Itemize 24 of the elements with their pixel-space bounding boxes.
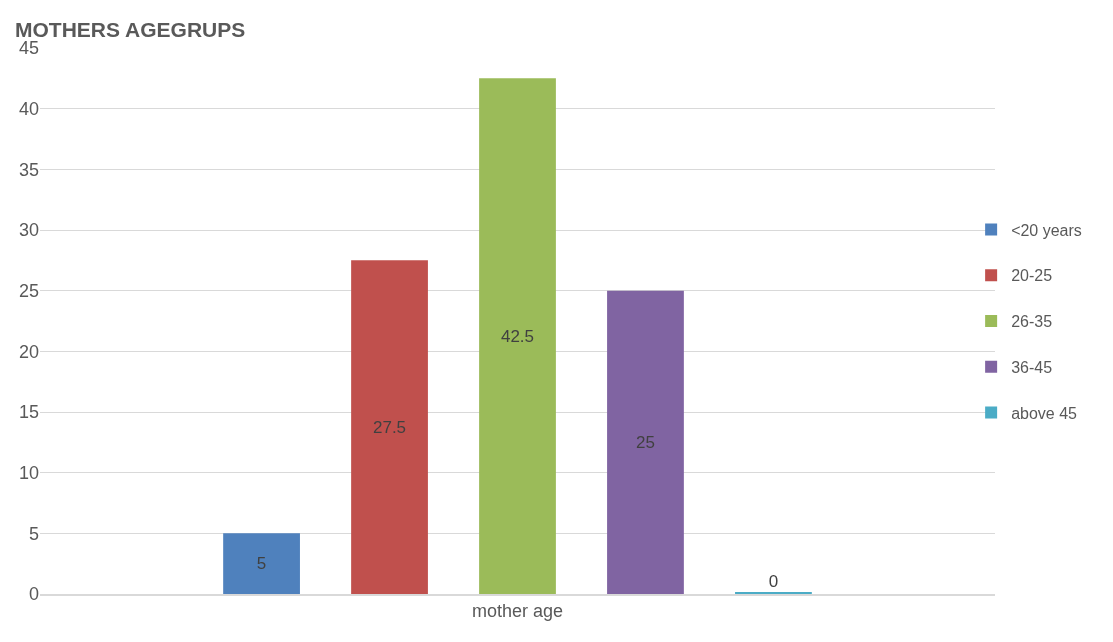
data-label: 42.5: [500, 326, 535, 346]
y-tick-label: 40: [18, 98, 39, 119]
y-tick-label: 0: [28, 584, 39, 605]
bar: [607, 290, 684, 594]
y-tick-label: 35: [18, 159, 39, 180]
y-tick-label: 20: [18, 341, 39, 362]
y-tick-label: 15: [18, 402, 39, 423]
y-tick-label: 25: [18, 280, 39, 301]
data-label: 25: [636, 432, 655, 452]
data-label: 27.5: [372, 417, 407, 437]
legend-label: <20 years: [1011, 221, 1082, 239]
legend-label: 26-35: [1011, 313, 1053, 331]
data-label: 0: [768, 572, 779, 591]
bar: [351, 260, 428, 594]
y-tick-label: 30: [18, 220, 39, 241]
data-label: 5: [256, 554, 267, 574]
legend-label: 36-45: [1011, 359, 1053, 377]
y-tick-label: 5: [28, 523, 39, 544]
legend-label: above 45: [1011, 404, 1078, 422]
x-tick-label: mother age: [471, 601, 564, 622]
legend-label: 20-25: [1011, 267, 1053, 285]
bar: [479, 78, 556, 594]
y-tick-label: 10: [18, 462, 39, 483]
bar: [223, 533, 300, 594]
